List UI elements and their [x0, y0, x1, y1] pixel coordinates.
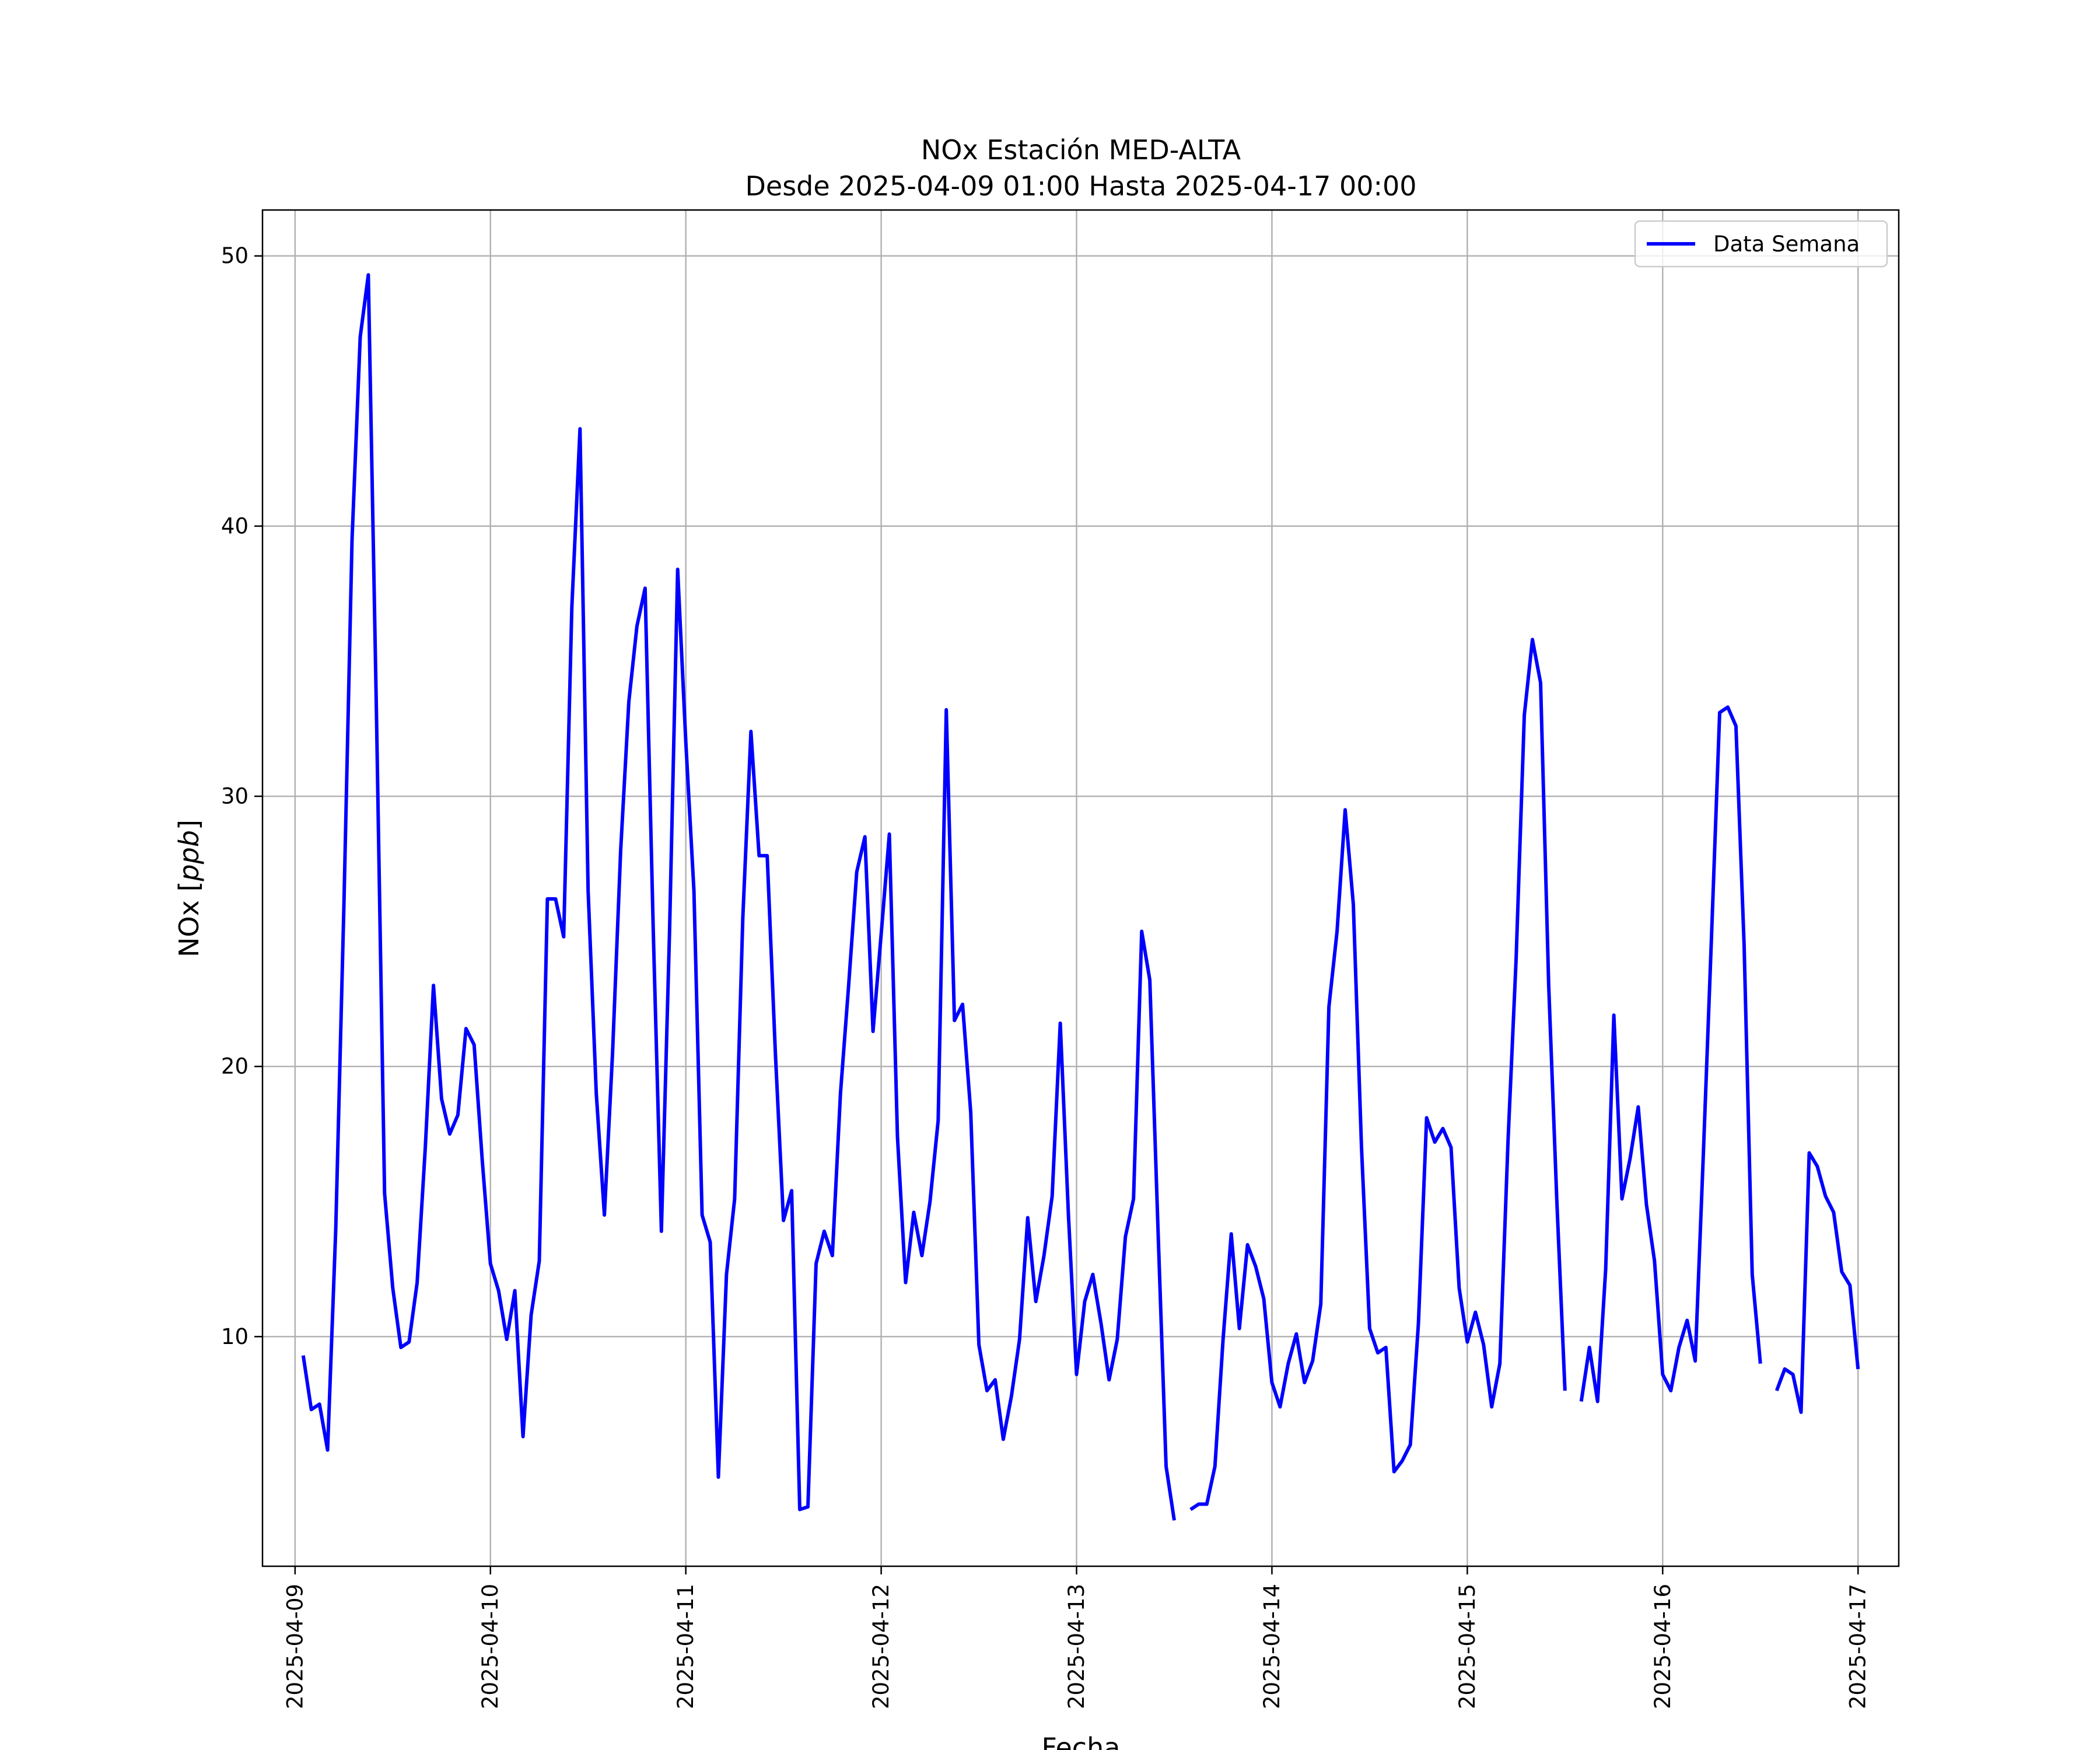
x-tick-label: 2025-04-10 [478, 1584, 503, 1709]
x-tick-label: 2025-04-15 [1455, 1584, 1480, 1709]
legend: Data Semana [1634, 220, 1888, 268]
y-tick-label: 20 [221, 1054, 249, 1079]
y-axis-label-prefix: NOx [ [173, 881, 205, 957]
legend-entry-data-semana: Data Semana [1713, 232, 1860, 257]
x-tick-label: 2025-04-17 [1846, 1584, 1871, 1709]
chart-title: NOx Estación MED-ALTA [921, 134, 1241, 166]
y-axis-label-suffix: ] [173, 820, 205, 830]
series-lines [301, 273, 1860, 1521]
y-axis-ticks: 10 20 30 40 50 [221, 243, 262, 1349]
x-tick-label: 2025-04-14 [1259, 1584, 1284, 1709]
x-tick-label: 2025-04-16 [1650, 1584, 1675, 1709]
y-tick-label: 50 [221, 243, 249, 268]
chart-subtitle: Desde 2025-04-09 01:00 Hasta 2025-04-17 … [745, 170, 1416, 202]
x-axis-ticks: 2025-04-09 2025-04-10 2025-04-11 2025-04-12… [282, 1566, 1871, 1709]
series-line-data-semana [301, 273, 1860, 1521]
y-axis-label: NOx [ppb] [173, 820, 205, 957]
x-tick-label: 2025-04-11 [673, 1584, 698, 1709]
y-axis-label-unit: ppb [173, 830, 205, 882]
x-tick-label: 2025-04-13 [1064, 1584, 1089, 1709]
y-tick-label: 30 [221, 784, 249, 809]
y-tick-label: 10 [221, 1324, 249, 1349]
plot-area-frame [261, 209, 1900, 1567]
x-tick-label: 2025-04-12 [869, 1584, 894, 1709]
legend-box [1634, 220, 1888, 268]
x-tick-label: 2025-04-09 [282, 1584, 307, 1709]
x-axis-label: Fecha [1042, 1732, 1121, 1750]
y-tick-label: 40 [221, 513, 249, 538]
